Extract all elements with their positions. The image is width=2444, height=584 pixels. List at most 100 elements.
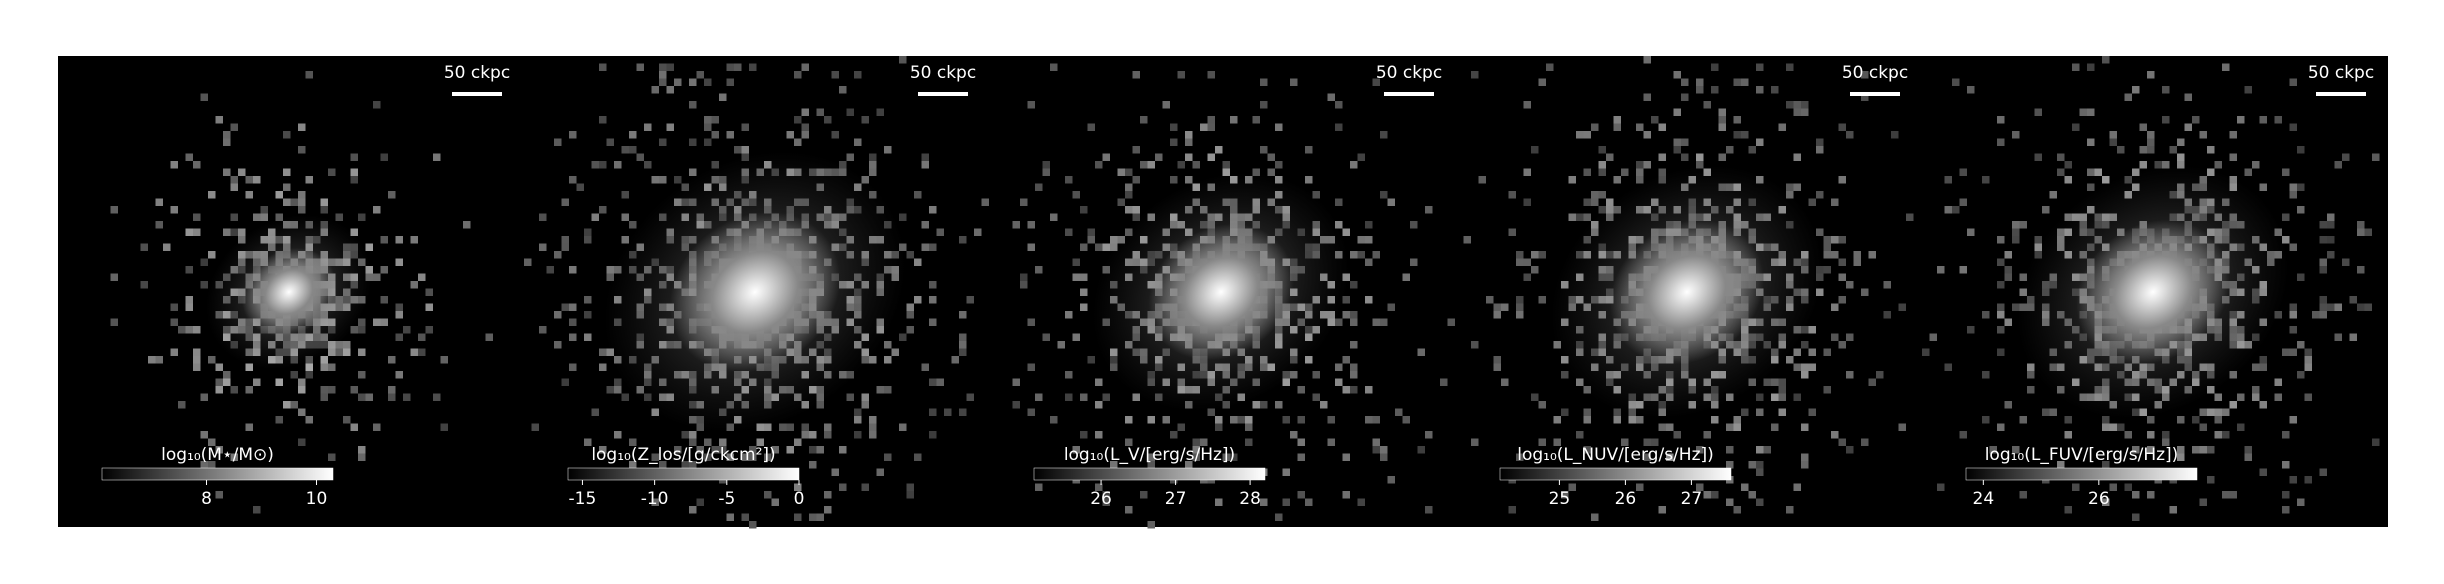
pixel (861, 483, 869, 491)
pixel (644, 161, 652, 169)
pixel (1546, 63, 1554, 71)
pixel (869, 416, 877, 424)
pixel (861, 393, 869, 401)
pixel (200, 431, 208, 439)
pixel (1591, 123, 1599, 131)
pixel (1260, 498, 1268, 506)
pixel (2289, 326, 2297, 334)
pixel (801, 108, 809, 116)
pixel (1020, 273, 1028, 281)
pixel (388, 386, 396, 394)
pixel (2087, 108, 2095, 116)
pixel (290, 371, 298, 379)
pixel (1801, 363, 1809, 371)
pixel (1065, 371, 1073, 379)
pixel (839, 86, 847, 94)
pixel (2027, 371, 2035, 379)
pixel (1185, 461, 1193, 469)
pixel (929, 431, 937, 439)
pixel (343, 348, 351, 356)
pixel (2192, 446, 2200, 454)
pixel (824, 506, 832, 514)
scale-bar-label: 50 ckpc (444, 63, 510, 83)
pixel (1110, 461, 1118, 469)
pixel (1868, 378, 1876, 386)
pixel (2184, 123, 2192, 131)
pixel (1786, 63, 1794, 71)
pixel (2004, 401, 2012, 409)
pixel (1831, 431, 1839, 439)
pixel (1823, 386, 1831, 394)
colorbar (567, 467, 800, 481)
pixel (1733, 78, 1741, 86)
pixel (1681, 78, 1689, 86)
pixel (584, 311, 592, 319)
pixel (824, 431, 832, 439)
pixel (614, 161, 622, 169)
pixel (305, 176, 313, 184)
pixel (629, 131, 637, 139)
pixel (1312, 371, 1320, 379)
pixel (1095, 483, 1103, 491)
pixel (1658, 153, 1666, 161)
pixel (1350, 386, 1358, 394)
pixel (2259, 356, 2267, 364)
pixel (2207, 446, 2215, 454)
pixel (1516, 311, 1524, 319)
pixel (1568, 213, 1576, 221)
pixel (155, 221, 163, 229)
pixel (1801, 101, 1809, 109)
pixel (1335, 363, 1343, 371)
pixel (305, 371, 313, 379)
pixel (1643, 453, 1651, 461)
pixel (2109, 131, 2117, 139)
pixel (1846, 446, 1854, 454)
pixel (2147, 71, 2155, 79)
pixel (1117, 168, 1125, 176)
pixel (1035, 393, 1043, 401)
pixel (1846, 371, 1854, 379)
pixel (298, 191, 306, 199)
scale-bar-label: 50 ckpc (2308, 63, 2374, 83)
pixel (786, 446, 794, 454)
pixel (809, 461, 817, 469)
pixel (936, 378, 944, 386)
pixel (1080, 243, 1088, 251)
pixel (539, 326, 547, 334)
pixel (1245, 423, 1253, 431)
pixel (1275, 401, 1283, 409)
pixel (350, 168, 358, 176)
pixel (328, 453, 336, 461)
pixel (1170, 138, 1178, 146)
pixel (1756, 498, 1764, 506)
pixel (2222, 63, 2230, 71)
pixel (1793, 348, 1801, 356)
pixel (1982, 311, 1990, 319)
pixel (2199, 408, 2207, 416)
pixel (884, 453, 892, 461)
pixel (1906, 213, 1914, 221)
pixel (876, 468, 884, 476)
pixel (921, 243, 929, 251)
pixel (1643, 93, 1651, 101)
pixel (2169, 146, 2177, 154)
pixel (749, 63, 757, 71)
pixel (1523, 273, 1531, 281)
pixel (2019, 416, 2027, 424)
pixel (328, 348, 336, 356)
pixel (410, 348, 418, 356)
pixel (2214, 393, 2222, 401)
pixel (1598, 168, 1606, 176)
pixel (1057, 341, 1065, 349)
pixel (1162, 101, 1170, 109)
pixel (2064, 161, 2072, 169)
pixel (2102, 176, 2110, 184)
pixel (1583, 416, 1591, 424)
pixel (1718, 123, 1726, 131)
pixel (380, 236, 388, 244)
pixel (433, 393, 441, 401)
pixel (914, 191, 922, 199)
colorbar-label: log₁₀(L_V/[erg/s/Hz]) (1064, 445, 1235, 465)
pixel (1861, 93, 1869, 101)
pixel (756, 438, 764, 446)
